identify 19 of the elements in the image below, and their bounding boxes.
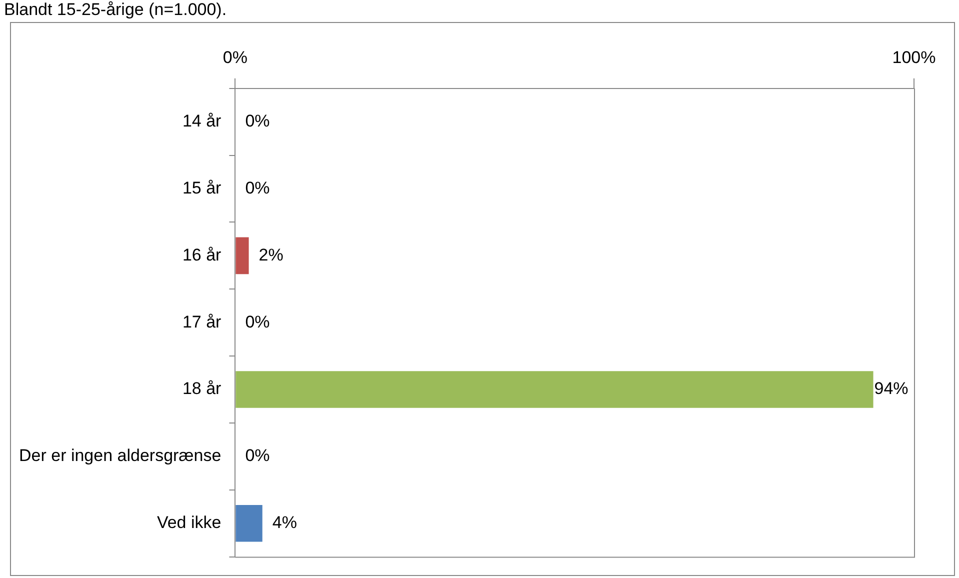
y-tick-label: 17 år bbox=[182, 312, 222, 332]
data-label: 0% bbox=[245, 312, 270, 332]
y-tick-label: Der er ingen aldersgrænse bbox=[18, 446, 222, 466]
x-tick-label: 100% bbox=[892, 48, 936, 67]
data-label: 0% bbox=[245, 446, 270, 466]
y-tick-label: 15 år bbox=[182, 178, 222, 198]
bar bbox=[236, 371, 874, 408]
data-label: 4% bbox=[272, 513, 297, 532]
y-tick-label: 18 år bbox=[182, 379, 222, 398]
data-label: 0% bbox=[245, 112, 270, 131]
bar bbox=[236, 504, 262, 542]
y-tick-label: 16 år bbox=[182, 245, 222, 264]
data-label: 0% bbox=[245, 178, 270, 198]
y-tick-label: 14 år bbox=[182, 112, 222, 131]
y-tick-label: Ved ikke bbox=[156, 513, 222, 532]
chart-title: Blandt 15-25-årige (n=1.000). bbox=[4, 0, 227, 20]
data-label: 2% bbox=[258, 245, 284, 264]
bar bbox=[236, 237, 249, 274]
data-label: 94% bbox=[874, 379, 908, 398]
